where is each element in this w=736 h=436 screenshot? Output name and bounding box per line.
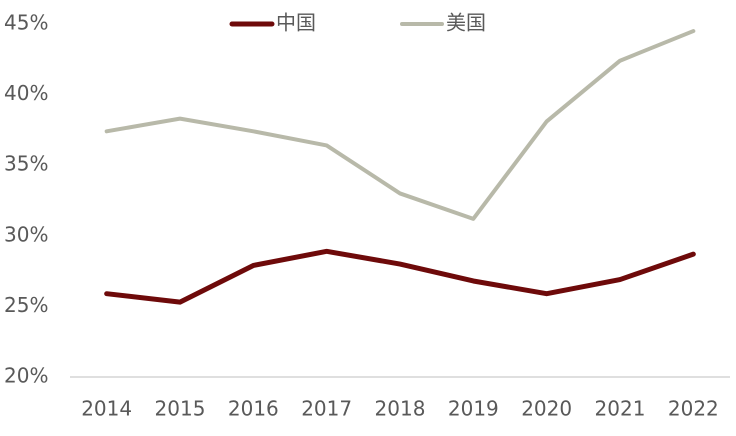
x-tick-label: 2014 [81,397,132,421]
series-line [104,29,696,221]
y-tick-label: 35% [4,152,48,176]
series-line [104,248,696,305]
legend-label: 美国 [446,11,486,35]
legend-label: 中国 [276,11,316,35]
x-tick-label: 2021 [595,397,646,421]
x-tick-label: 2017 [301,397,352,421]
x-tick-label: 2015 [155,397,206,421]
x-tick-label: 2022 [668,397,719,421]
y-tick-label: 45% [4,11,48,35]
x-tick-label: 2019 [448,397,499,421]
x-tick-label: 2016 [228,397,279,421]
y-tick-label: 40% [4,81,48,105]
y-tick-label: 30% [4,222,48,246]
y-tick-label: 20% [4,364,48,388]
x-tick-label: 2018 [375,397,426,421]
x-tick-label: 2020 [521,397,572,421]
y-tick-label: 25% [4,293,48,317]
